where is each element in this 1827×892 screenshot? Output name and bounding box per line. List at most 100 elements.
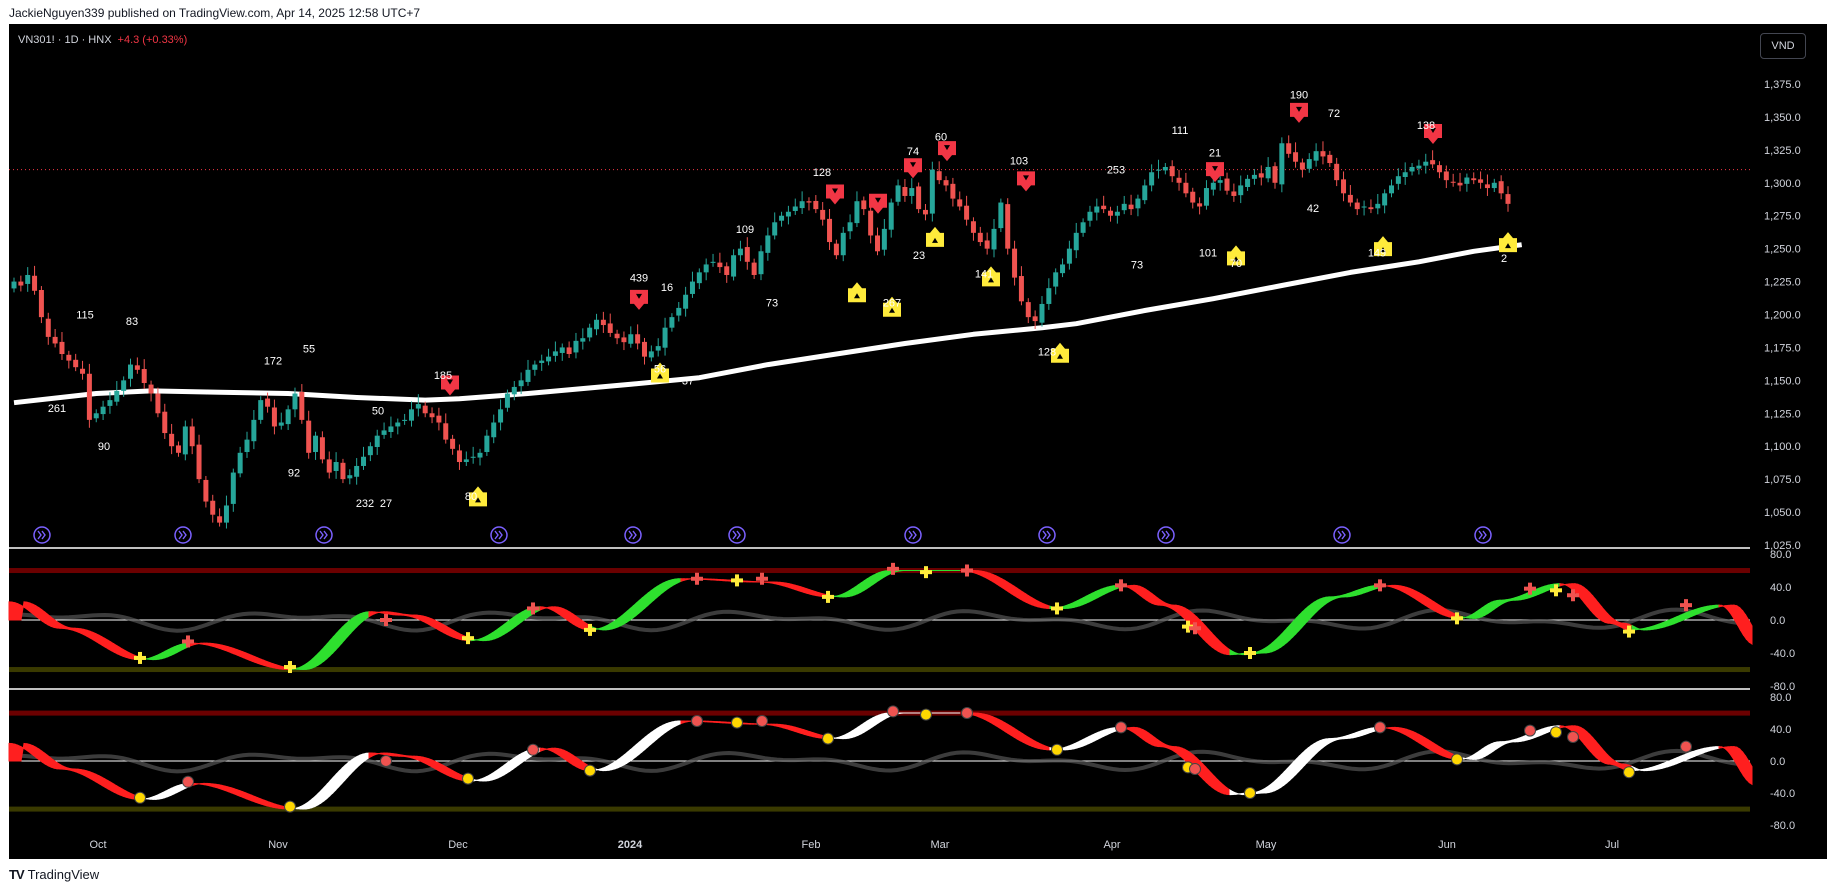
candle-body[interactable] [217,516,223,523]
candle-body[interactable] [402,419,408,421]
candle-body[interactable] [374,435,380,448]
candle-body[interactable] [354,465,360,477]
candle-body[interactable] [100,406,106,415]
candle-body[interactable] [511,386,517,395]
candle-body[interactable] [388,426,394,432]
candle-body[interactable] [1197,203,1203,207]
candle-body[interactable] [93,413,99,419]
candle-body[interactable] [210,500,216,515]
candle-body[interactable] [395,422,401,427]
currency-button[interactable]: VND [1760,33,1806,59]
candle-body[interactable] [182,426,188,455]
candle-body[interactable] [724,266,730,275]
candle-body[interactable] [772,222,778,236]
candle-body[interactable] [1347,194,1353,203]
candle-body[interactable] [1060,264,1066,274]
candle-body[interactable] [1190,191,1196,203]
replay-buttons[interactable] [33,526,1492,544]
symbol-legend[interactable]: VN301! · 1D · HNX +4.3 (+0.33%) [18,34,187,46]
candle-body[interactable] [1142,185,1148,201]
candle-body[interactable] [1327,154,1333,164]
candle-body[interactable] [1306,159,1312,169]
replay-arrow-icon[interactable] [904,526,922,544]
candle-body[interactable] [333,462,339,471]
candle-body[interactable] [1128,204,1134,210]
candle-body[interactable] [271,407,277,427]
candle-body[interactable] [319,437,325,460]
candle-body[interactable] [415,404,421,409]
candle-body[interactable] [902,187,908,196]
candle-body[interactable] [52,336,58,344]
candle-body[interactable] [1382,193,1388,206]
candle-body[interactable] [1436,165,1442,173]
candle-body[interactable] [895,185,901,202]
candle-body[interactable] [1341,179,1347,194]
symbol-name[interactable]: VN301! · 1D · HNX [18,34,112,46]
replay-arrow-icon[interactable] [1333,526,1351,544]
candle-body[interactable] [1293,152,1299,162]
candle-body[interactable] [1409,166,1415,172]
candle-body[interactable] [1286,143,1292,154]
candle-body[interactable] [491,422,497,438]
candle-body[interactable] [1416,165,1422,169]
candle-body[interactable] [189,426,195,447]
oscillator-pane-2[interactable]: 80.0 40.0 0.0 -40.0 -80.0 [8,692,1795,832]
candle-body[interactable] [1334,163,1340,181]
candle-body[interactable] [223,505,229,523]
candle-body[interactable] [552,351,558,356]
candle-body[interactable] [1265,166,1271,179]
replay-arrow-icon[interactable] [728,526,746,544]
candle-body[interactable] [326,459,332,473]
candle-body[interactable] [840,232,846,256]
candle-body[interactable] [621,337,627,343]
candle-body[interactable] [600,319,606,326]
candle-body[interactable] [244,439,250,453]
candle-body[interactable] [1361,206,1367,208]
candle-body[interactable] [11,281,17,289]
candle-body[interactable] [107,400,113,406]
candle-body[interactable] [203,479,209,502]
tradingview-brand[interactable]: TV TradingView [9,867,99,882]
candle-body[interactable] [737,248,743,256]
candle-body[interactable] [847,222,853,232]
candle-body[interactable] [813,200,819,210]
candle-body[interactable] [594,319,600,330]
candle-body[interactable] [38,290,44,318]
candle-body[interactable] [1169,166,1175,177]
candle-body[interactable] [765,235,771,253]
candle-body[interactable] [1046,288,1052,304]
candle-body[interactable] [936,171,942,181]
candle-body[interactable] [827,218,833,243]
candle-body[interactable] [1450,181,1456,183]
candle-body[interactable] [477,452,483,458]
candle-body[interactable] [66,354,72,361]
candle-body[interactable] [436,415,442,423]
candle-body[interactable] [128,364,134,379]
candle-body[interactable] [1149,172,1155,186]
candle-body[interactable] [443,423,449,440]
replay-arrow-icon[interactable] [1038,526,1056,544]
candle-body[interactable] [237,452,243,474]
candle-body[interactable] [32,275,38,291]
candle-body[interactable] [861,200,867,210]
candle-body[interactable] [833,243,839,256]
candle-body[interactable] [1025,302,1031,318]
candle-body[interactable] [285,409,291,425]
candlestick-series[interactable] [11,135,1511,529]
candle-body[interactable] [566,347,572,355]
candle-body[interactable] [532,364,538,370]
candle-body[interactable] [1491,182,1497,189]
candle-body[interactable] [1183,182,1189,194]
candle-body[interactable] [710,261,716,263]
candle-body[interactable] [347,475,353,479]
candle-body[interactable] [717,262,723,268]
candle-body[interactable] [121,380,127,391]
candle-body[interactable] [114,390,120,402]
candle-body[interactable] [258,400,264,420]
candle-body[interactable] [45,318,51,337]
candle-body[interactable] [169,433,175,447]
candle-body[interactable] [1395,176,1401,184]
candle-body[interactable] [367,446,373,456]
candle-body[interactable] [422,405,428,414]
